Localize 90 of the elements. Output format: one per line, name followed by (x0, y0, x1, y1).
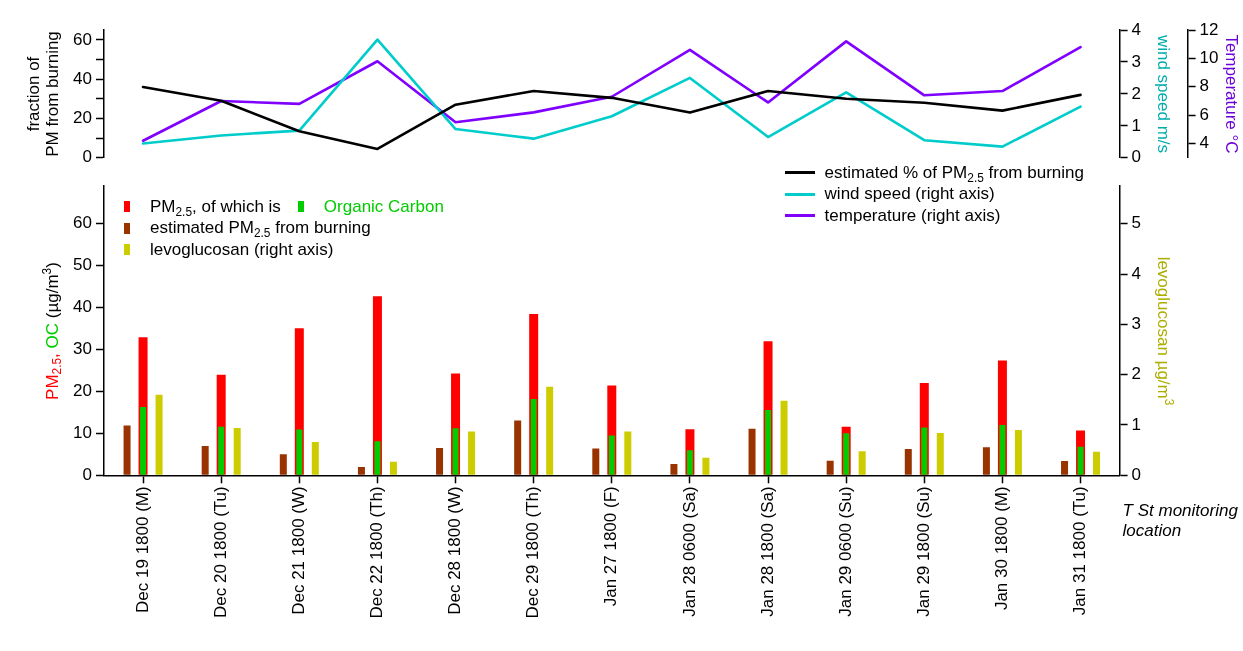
y-tick-label: 40 (73, 68, 92, 88)
y2-tick-label: 0 (1131, 147, 1142, 167)
y2-tick-label: 5 (1131, 213, 1142, 233)
bar (748, 428, 756, 475)
legend-label: levoglucosan (right axis) (150, 239, 334, 260)
bar (123, 425, 131, 475)
y-tick-label: 10 (73, 423, 92, 443)
y-tick-label: 30 (73, 339, 92, 359)
x-tick-label: Dec 19 1800 (M) (132, 486, 152, 613)
y2-tick-label: 0 (1131, 464, 1142, 484)
bar (1077, 446, 1084, 475)
bar (670, 463, 678, 475)
bar (389, 461, 397, 475)
bar (514, 420, 522, 475)
y2-tick-label: 3 (1131, 314, 1142, 334)
y-tick-label: 0 (82, 147, 92, 167)
y3-axis-title: Temperature °C (1221, 34, 1242, 154)
y-tick-label: 60 (73, 213, 92, 233)
x-tick-label: Dec 28 1800 (W) (445, 486, 465, 615)
x-tick-label: Dec 29 1800 (Th) (523, 486, 543, 619)
y3-tick-label: 10 (1199, 48, 1219, 68)
bar (452, 428, 459, 475)
y3-tick-label: 8 (1199, 76, 1210, 96)
bar (218, 426, 225, 475)
bar (357, 466, 365, 475)
bar (436, 448, 444, 475)
y-tick-label: 60 (73, 29, 92, 49)
y3-tick-label: 6 (1199, 104, 1210, 124)
y3-tick-label: 4 (1199, 133, 1210, 153)
bar (780, 400, 788, 475)
bar (702, 457, 710, 475)
legend-label: estimated PM$_{2.5}$ from burning (150, 218, 371, 240)
x-tick-label: Jan 28 1800 (Sa) (757, 486, 777, 617)
bar (904, 448, 912, 475)
bar (468, 431, 476, 475)
legend-label: temperature (right axis) (824, 205, 1001, 226)
bar (921, 427, 928, 475)
x-tick-label: Jan 27 1800 (F) (601, 486, 621, 607)
y2-tick-label: 3 (1131, 51, 1142, 71)
y2-tick-label: 2 (1131, 83, 1142, 103)
bar (982, 447, 990, 475)
y2-axis-title: wind speed m/s (1153, 34, 1174, 153)
bar (843, 433, 850, 475)
bar (374, 441, 381, 475)
bar (296, 429, 303, 475)
legend-label: wind speed (right axis) (824, 184, 995, 205)
legend-label: Organic Carbon (323, 196, 444, 217)
y-axis-title: fraction of PM from burning (23, 31, 63, 157)
y2-tick-label: 1 (1131, 414, 1142, 434)
x-tick-label: Dec 20 1800 (Tu) (210, 486, 230, 618)
y2-tick-label: 4 (1131, 263, 1142, 283)
y-tick-label: 50 (73, 255, 92, 275)
bar (201, 445, 209, 475)
bar (140, 406, 147, 475)
y-tick-label: 20 (73, 381, 92, 401)
x-tick-label: Jan 29 1800 (Su) (913, 486, 933, 617)
bar (233, 428, 241, 475)
y3-tick-label: 12 (1199, 19, 1219, 39)
bar (279, 454, 287, 475)
y2-tick-label: 1 (1131, 115, 1142, 135)
x-tick-label: Dec 22 1800 (Th) (367, 486, 387, 619)
x-tick-label: Jan 30 1800 (M) (992, 486, 1012, 611)
bar (1093, 451, 1101, 475)
bar (592, 448, 600, 475)
bar (546, 386, 554, 475)
x-tick-label: Jan 31 1800 (Tu) (1070, 486, 1090, 616)
bar (1014, 430, 1022, 475)
bar (936, 433, 944, 475)
y-tick-label: 0 (82, 464, 92, 484)
bar (155, 394, 163, 475)
bar (311, 442, 319, 475)
x-tick-label: Dec 21 1800 (W) (289, 486, 308, 615)
y2-tick-label: 2 (1131, 364, 1142, 384)
bar (826, 460, 834, 475)
x-tick-label: Jan 28 0600 (Sa) (679, 486, 699, 617)
bar (608, 435, 615, 475)
bar (999, 424, 1006, 475)
bar (858, 451, 866, 475)
bar (530, 398, 537, 475)
y2-tick-label: 4 (1131, 19, 1142, 39)
legend-label: estimated % of PM$_{2.5}$ from burning (824, 162, 1084, 185)
y-tick-label: 20 (73, 108, 92, 128)
legend-label: PM$_{2.5}$, of which is (150, 196, 281, 219)
bar (765, 409, 772, 475)
bar (624, 431, 632, 475)
x-axis-title: T St monitoring location (1122, 501, 1239, 541)
bar (1061, 461, 1069, 475)
y-tick-label: 40 (73, 297, 92, 317)
x-tick-label: Jan 29 0600 (Su) (835, 486, 855, 617)
bar (686, 450, 693, 475)
